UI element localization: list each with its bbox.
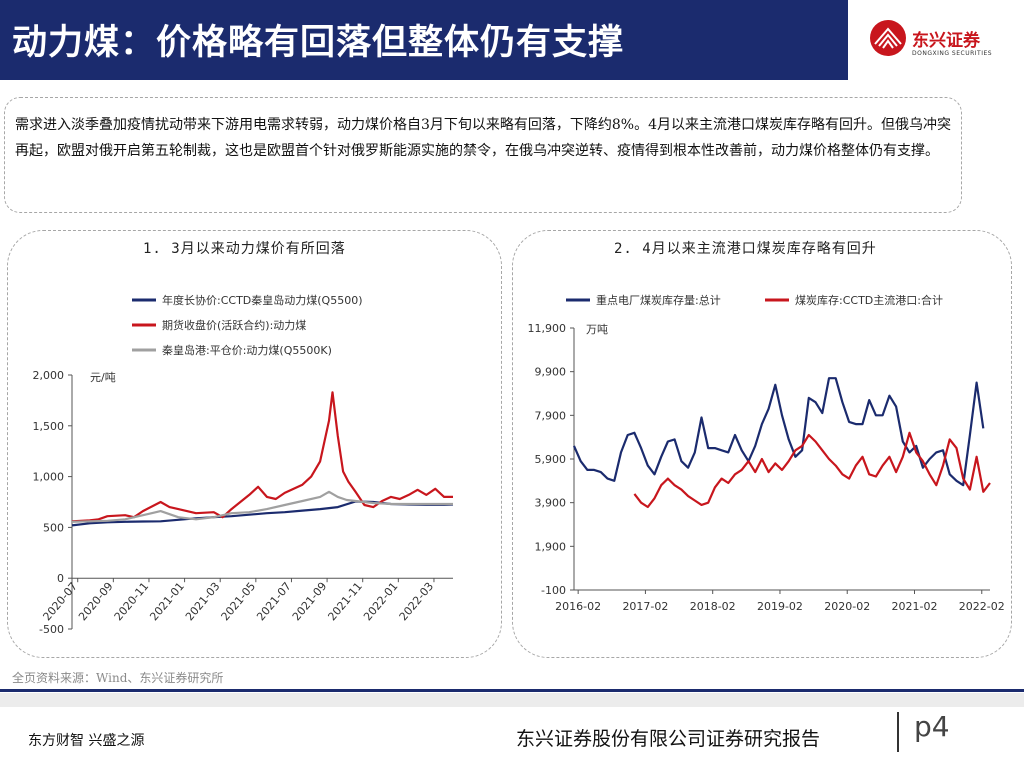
chart-1-y-tick-label: 0 (57, 572, 64, 585)
chart-1-legend-label: 期货收盘价(活跃合约):动力煤 (162, 318, 306, 332)
chart-1-x-tick-label: 2021-07 (254, 580, 294, 624)
chart-1-x-tick-label: 2022-03 (397, 580, 437, 624)
chart-1-series-2-line (71, 391, 453, 523)
chart-1-x-tick-label: 2021-03 (183, 580, 223, 624)
chart-1-y-tick-label: -500 (39, 623, 64, 636)
chart-1-y-tick-label: 1,500 (33, 420, 65, 433)
chart-1-x-tick-label: 2021-11 (325, 580, 365, 624)
chart-1-x-tick-label: 2021-05 (219, 580, 259, 624)
page-number: p4 (914, 710, 950, 743)
chart-1-x-tick-label: 2020-11 (112, 580, 152, 624)
chart-1-legend-label: 秦皇岛港:平仓价:动力煤(Q5500K) (162, 343, 332, 357)
chart-1-series-3-line (71, 490, 453, 523)
chart-1-x-tick-label: 2021-01 (147, 580, 187, 624)
chart-2-title: 2. 4月以来主流港口煤炭库存略有回升 (614, 241, 877, 257)
summary-text: 需求进入淡季叠加疫情扰动带来下游用电需求转弱，动力煤价格自3月下旬以来略有回落，… (15, 117, 952, 159)
logo-text-cn: 东兴证券 (912, 31, 980, 51)
chart-1-y-tick-label: 500 (43, 521, 64, 534)
source-note: 全页资料来源：Wind、东兴证券研究所 (12, 671, 224, 685)
chart-1-x-tick-label: 2022-01 (361, 580, 401, 624)
chart-1-legend-label: 年度长协价:CCTD秦皇岛动力煤(Q5500) (162, 293, 363, 307)
chart-1-y-tick-label: 1,000 (33, 471, 65, 484)
page-title: 动力煤：价格略有回落但整体仍有支撑 (12, 23, 625, 63)
company-logo-icon (870, 20, 906, 56)
chart-1-title: 1. 3月以来动力煤价有所回落 (143, 241, 346, 257)
summary-box: 需求进入淡季叠加疫情扰动带来下游用电需求转弱，动力煤价格自3月下旬以来略有回落，… (4, 97, 962, 213)
footer-company: 东兴证券股份有限公司证券研究报告 (516, 728, 821, 750)
chart-1-unit-label: 元/吨 (90, 371, 116, 384)
chart-1-x-tick-label: 2021-09 (290, 580, 330, 624)
chart-panel-1 (7, 230, 502, 658)
chart-1-x-tick-label: 2020-09 (76, 580, 116, 624)
footer-divider (0, 689, 1024, 692)
header-bar: 动力煤：价格略有回落但整体仍有支撑 (0, 0, 848, 80)
chart-1-y-tick-label: 2,000 (33, 369, 65, 382)
chart-1-x-tick-label: 2020-07 (41, 580, 81, 624)
footer-band (0, 693, 1024, 707)
chart-panel-2 (512, 230, 1012, 658)
footer-slogan: 东方财智 兴盛之源 (28, 733, 145, 749)
logo-text-en: DONGXING SECURITIES (912, 50, 993, 57)
logo-area: 东兴证券 DONGXING SECURITIES (848, 0, 1024, 80)
footer-separator (897, 712, 899, 752)
